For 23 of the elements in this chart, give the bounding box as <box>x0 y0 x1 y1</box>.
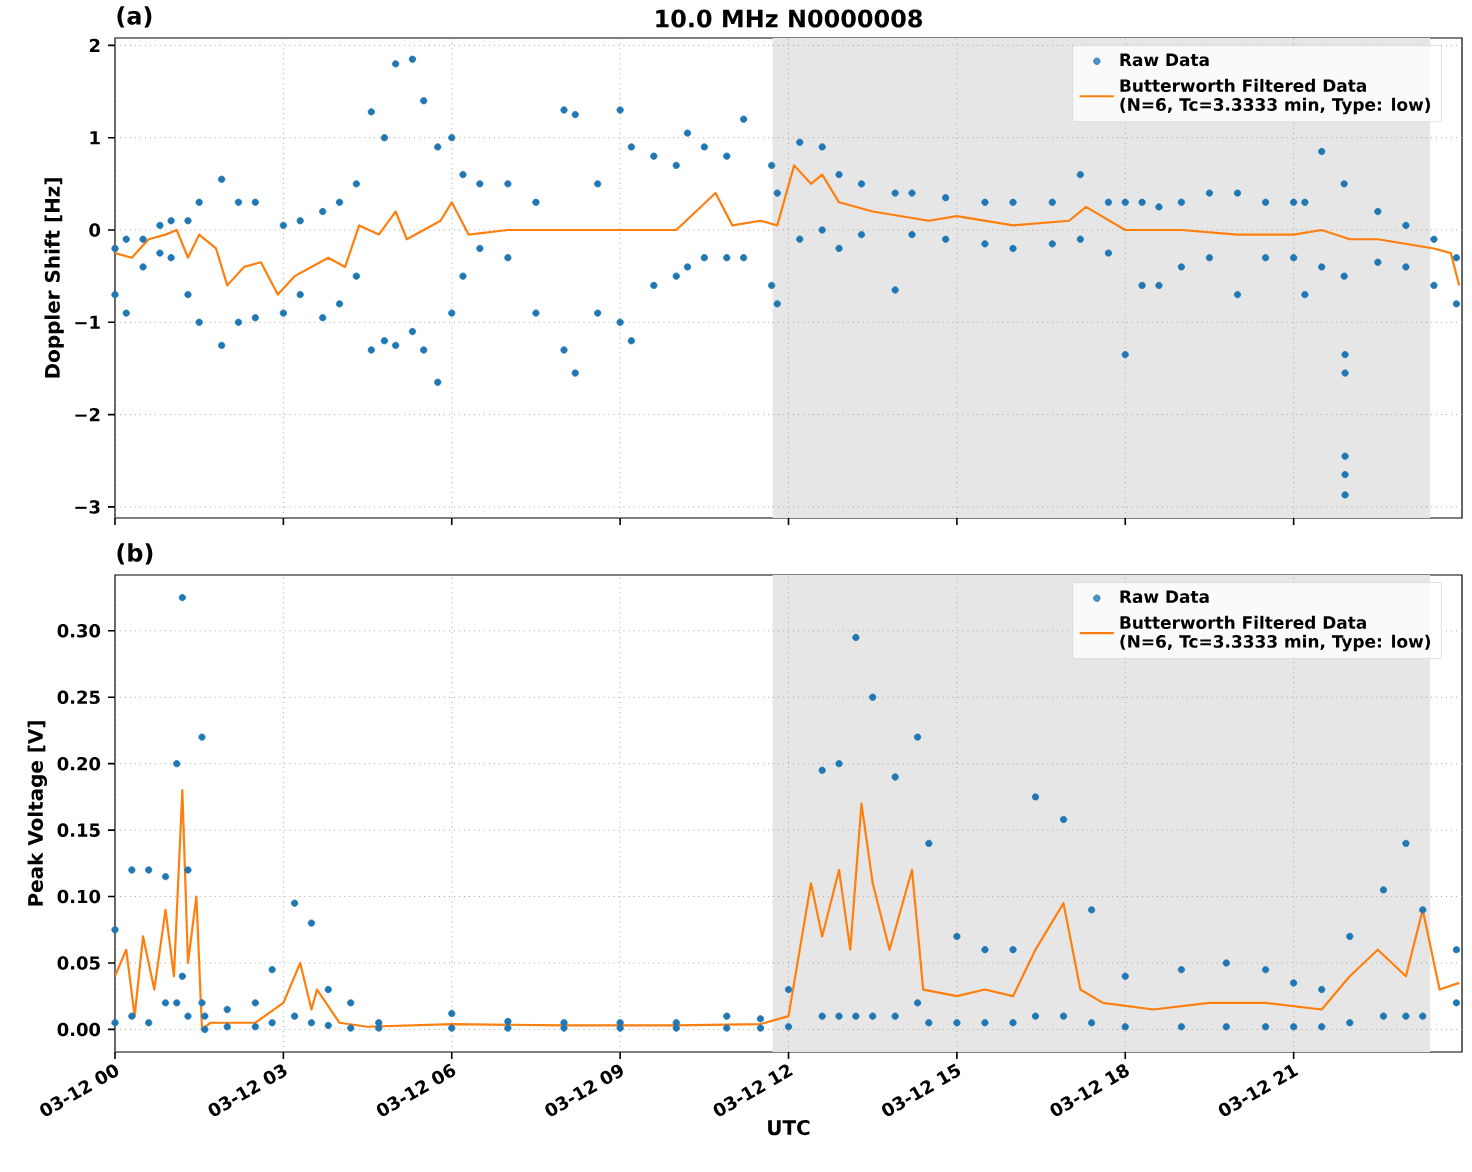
legend-label: Raw Data <box>1120 53 1209 67</box>
y-tick-label: 2 <box>89 38 100 53</box>
y-tick-label: 1 <box>90 131 100 145</box>
y-tick-label: 0.15 <box>57 823 100 837</box>
text: (b) <box>117 543 153 565</box>
y-tick-label: 0.05 <box>57 956 100 970</box>
y-tick-label: 0 <box>89 223 101 237</box>
chart-title: 10.0 MHz N0000008 <box>656 9 922 28</box>
y-tick-label: 0.10 <box>57 889 101 904</box>
y-axis-title: Doppler Shift [Hz] <box>44 178 64 378</box>
y-tick-label: −2 <box>75 407 100 422</box>
y-tick-label: 0.00 <box>57 1022 101 1037</box>
y-tick-label: 0.30 <box>57 624 101 638</box>
legend-label: Butterworth Filtered Data (N=6, Tc=3.3333 min, Type: low) <box>1120 615 1431 652</box>
legend-label: Raw Data <box>1120 590 1209 604</box>
legend-label: Butterworth Filtered Data (N=6, Tc=3.3333 min, Type: low) <box>1120 78 1431 115</box>
y-tick-label: −3 <box>75 500 100 514</box>
x-axis-title: UTC <box>768 1120 810 1136</box>
y-axis-title: Peak Voltage [V] <box>27 721 48 906</box>
y-tick-label: −1 <box>75 315 100 329</box>
text: (a) <box>117 6 152 28</box>
y-tick-label: 0.20 <box>57 756 101 771</box>
y-tick-label: 0.25 <box>57 690 100 705</box>
